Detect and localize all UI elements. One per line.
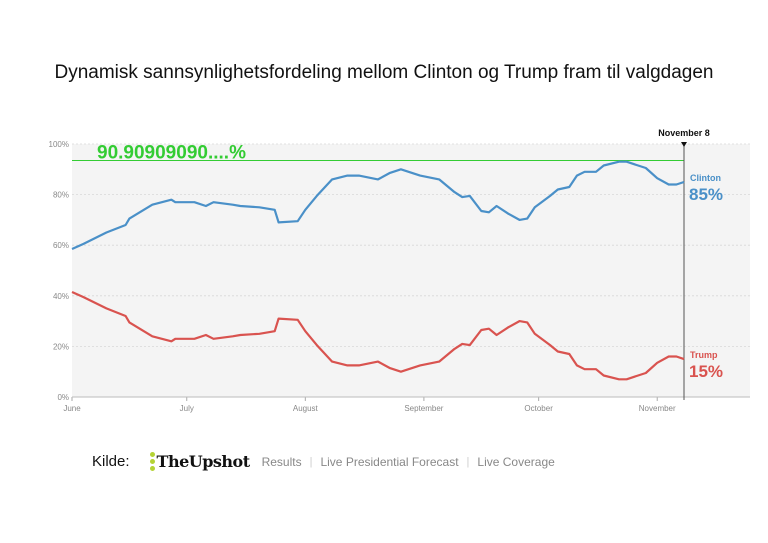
footer: Kilde: TheUpshot Results | Live Presiden… — [92, 452, 555, 471]
series-final-value: 15% — [689, 362, 723, 381]
marker-arrow-icon — [681, 142, 687, 147]
series-line-clinton — [71, 160, 685, 251]
x-tick-label: July — [180, 404, 194, 413]
x-tick-label: November — [639, 404, 676, 413]
upshot-logo[interactable]: TheUpshot — [149, 452, 251, 471]
x-tick-label: September — [404, 404, 443, 413]
y-tick-label: 40% — [53, 292, 69, 301]
reference-line-label: 90.90909090....% — [97, 142, 246, 163]
series-final-value: 85% — [689, 185, 723, 204]
x-tick-label: October — [524, 404, 553, 413]
link-live-coverage[interactable]: Live Coverage — [477, 454, 555, 469]
y-tick-label: 0% — [57, 393, 69, 402]
link-live-forecast[interactable]: Live Presidential Forecast — [320, 454, 459, 469]
chart-title: Dynamisk sannsynlighetsfordeling mellom … — [54, 62, 714, 83]
y-tick-label: 100% — [49, 140, 69, 149]
series-line-trump — [71, 290, 685, 381]
source-label: Kilde: — [92, 453, 130, 470]
y-tick-label: 60% — [53, 241, 69, 250]
y-tick-label: 20% — [53, 342, 69, 351]
link-results[interactable]: Results — [261, 454, 302, 469]
logo-dots-icon — [149, 452, 155, 471]
separator: | — [309, 455, 313, 468]
logo-text: TheUpshot — [156, 452, 251, 471]
separator: | — [466, 455, 470, 468]
plot-background — [72, 144, 750, 397]
series-name-label: Trump — [690, 350, 718, 360]
marker-label: November 8 — [658, 128, 710, 138]
x-tick-label: June — [63, 404, 81, 413]
x-tick-label: August — [293, 404, 319, 413]
y-tick-label: 80% — [53, 191, 69, 200]
series-name-label: Clinton — [690, 173, 721, 183]
